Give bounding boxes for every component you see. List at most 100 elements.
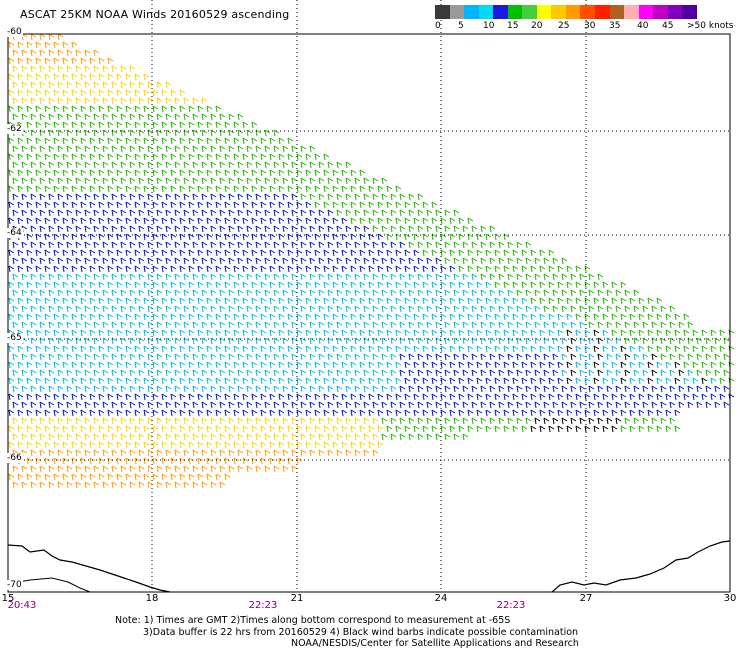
wind-barb — [12, 289, 19, 297]
wind-barb — [152, 361, 159, 369]
wind-barb — [305, 185, 312, 193]
wind-barb — [660, 321, 667, 329]
wind-barb — [269, 265, 276, 273]
wind-barb — [611, 297, 618, 305]
wind-barb — [305, 393, 312, 401]
wind-barb — [30, 369, 37, 377]
wind-barb — [98, 297, 105, 305]
wind-barb — [192, 401, 199, 409]
wind-barb — [417, 273, 424, 281]
wind-barb — [678, 337, 685, 345]
wind-barb — [683, 361, 690, 369]
wind-barb — [291, 241, 298, 249]
wind-barb — [687, 401, 694, 409]
wind-barb — [696, 385, 703, 393]
wind-barb — [138, 129, 145, 137]
wind-barb — [53, 361, 60, 369]
wind-barb — [116, 89, 123, 97]
wind-barb — [57, 193, 64, 201]
wind-barb — [669, 321, 676, 329]
wind-barb — [80, 169, 87, 177]
wind-barb — [66, 161, 73, 169]
wind-barb — [93, 209, 100, 217]
wind-barb — [336, 209, 343, 217]
wind-barb — [570, 337, 577, 345]
wind-barb — [237, 161, 244, 169]
wind-barb — [188, 169, 195, 177]
wind-barb — [381, 225, 388, 233]
wind-barb — [521, 249, 528, 257]
wind-barb — [575, 345, 582, 353]
wind-barb — [719, 329, 726, 337]
wind-barb — [192, 481, 199, 489]
wind-barb — [84, 65, 91, 73]
wind-barb — [8, 441, 15, 449]
wind-barb — [408, 385, 415, 393]
wind-barb — [192, 369, 199, 377]
wind-barb — [525, 241, 532, 249]
wind-barb — [210, 129, 217, 137]
wind-barb — [341, 217, 348, 225]
wind-barb — [89, 281, 96, 289]
wind-barb — [255, 161, 262, 169]
wind-barb — [494, 345, 501, 353]
wind-barb — [120, 401, 127, 409]
wind-barb — [66, 81, 73, 89]
wind-barb — [237, 209, 244, 217]
wind-barb — [53, 153, 60, 161]
wind-barb — [332, 425, 339, 433]
wind-barb — [462, 305, 469, 313]
wind-barb — [107, 313, 114, 321]
wind-barb — [647, 409, 654, 417]
wind-barb — [719, 393, 726, 401]
wind-barb — [188, 473, 195, 481]
wind-barb — [507, 321, 514, 329]
wind-barb — [71, 89, 78, 97]
wind-barb — [381, 305, 388, 313]
wind-barb — [174, 385, 181, 393]
wind-barb — [48, 33, 55, 41]
wind-barb — [489, 417, 496, 425]
wind-barb — [264, 241, 271, 249]
wind-barb — [395, 281, 402, 289]
wind-barb — [345, 273, 352, 281]
wind-barb — [26, 217, 33, 225]
wind-barb — [80, 281, 87, 289]
wind-barb — [431, 393, 438, 401]
wind-barb — [143, 265, 150, 273]
wind-barb — [557, 265, 564, 273]
wind-barb — [395, 409, 402, 417]
wind-barb — [66, 113, 73, 121]
wind-barb — [336, 353, 343, 361]
wind-barb — [489, 353, 496, 361]
wind-barb — [35, 377, 42, 385]
wind-barb — [300, 401, 307, 409]
wind-barb — [152, 313, 159, 321]
wind-barb — [282, 385, 289, 393]
wind-barb — [66, 369, 73, 377]
wind-barb — [602, 393, 609, 401]
wind-barb — [498, 417, 505, 425]
wind-barb — [84, 449, 91, 457]
wind-barb — [165, 241, 172, 249]
wind-barb — [291, 433, 298, 441]
wind-barb — [629, 393, 636, 401]
wind-barb — [386, 297, 393, 305]
wind-barb — [188, 153, 195, 161]
wind-barb — [152, 201, 159, 209]
wind-barb — [521, 409, 528, 417]
wind-barb — [462, 401, 469, 409]
wind-barb — [404, 217, 411, 225]
wind-barb — [138, 321, 145, 329]
wind-barb — [17, 169, 24, 177]
wind-barb — [129, 433, 136, 441]
wind-barb — [21, 97, 28, 105]
wind-barb — [129, 401, 136, 409]
wind-barb — [354, 337, 361, 345]
wind-barb — [30, 209, 37, 217]
wind-barb — [242, 281, 249, 289]
wind-barb — [39, 417, 46, 425]
wind-barb — [687, 321, 694, 329]
wind-barb — [674, 329, 681, 337]
wind-barb — [345, 177, 352, 185]
